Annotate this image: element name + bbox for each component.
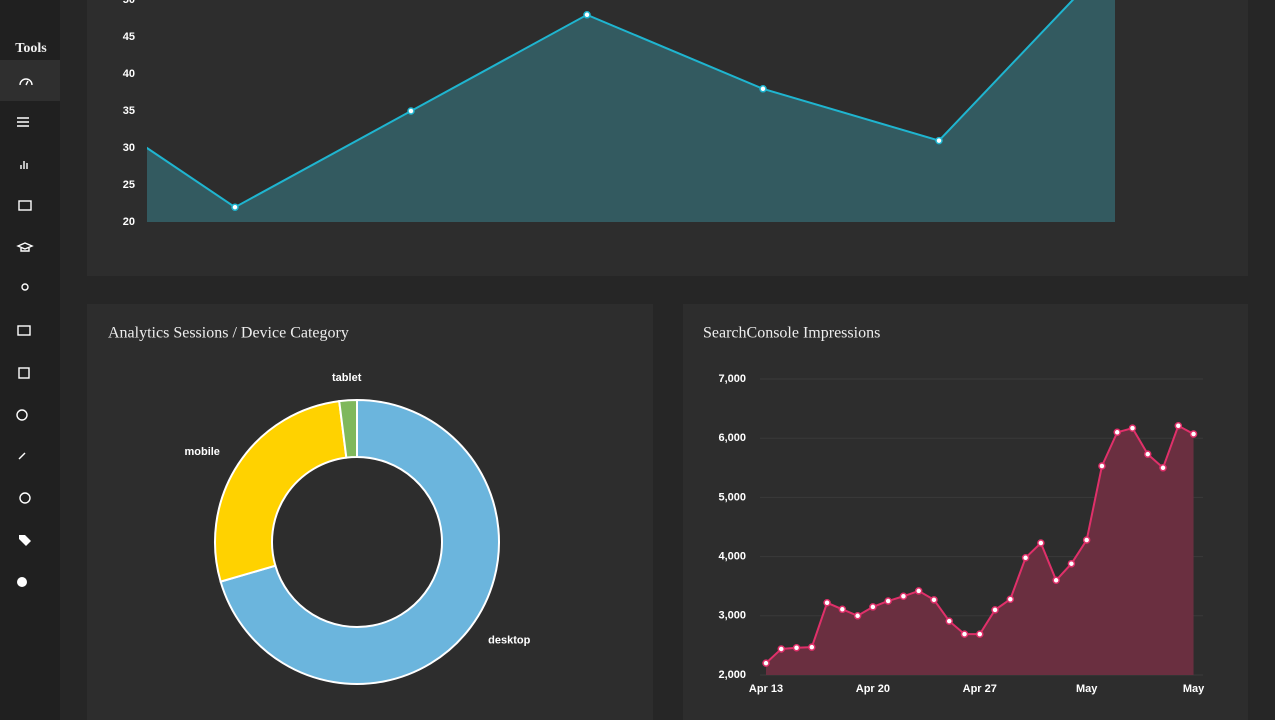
y-tick-label: 20 <box>123 216 135 228</box>
point <box>991 606 999 614</box>
plot <box>147 0 1115 222</box>
point <box>762 659 770 667</box>
y-tick-label: 35 <box>123 105 135 117</box>
point <box>1052 576 1060 585</box>
x-tick-label: Apr 27 <box>963 683 997 695</box>
y-tick-label: 3,000 <box>718 610 746 622</box>
point <box>899 592 908 601</box>
slice <box>219 398 500 685</box>
point <box>853 612 862 620</box>
point <box>583 11 591 19</box>
nav-icon[interactable] <box>18 367 30 379</box>
point <box>1189 430 1198 438</box>
y-tick-label: 45 <box>123 31 135 43</box>
slice-label: tablet <box>332 372 362 384</box>
point <box>869 603 877 611</box>
point <box>1021 554 1030 562</box>
point <box>1037 539 1045 547</box>
point <box>407 107 415 115</box>
point <box>777 645 786 653</box>
slice-label: desktop <box>488 634 530 646</box>
point <box>231 203 239 211</box>
nav-icon[interactable] <box>17 577 27 587</box>
nav-icon[interactable] <box>21 283 29 291</box>
chart-title: Analytics Sessions / Device Category <box>108 325 349 342</box>
x-tick-label: Apr 20 <box>856 683 890 695</box>
slice <box>338 398 358 459</box>
x-tick-label: Apr 13 <box>749 683 783 695</box>
plot <box>762 422 1198 675</box>
point <box>792 644 801 652</box>
area-fill <box>147 0 1115 222</box>
x-tick-label: May <box>1183 683 1205 695</box>
point <box>1174 422 1183 430</box>
point <box>935 136 943 145</box>
nav-icon[interactable] <box>16 242 34 252</box>
sidebar <box>0 0 60 720</box>
point <box>1144 450 1152 458</box>
point <box>945 617 953 625</box>
nav-icon[interactable] <box>17 325 31 336</box>
point <box>1113 428 1121 437</box>
nav-icon[interactable] <box>19 492 31 504</box>
point <box>930 596 938 604</box>
nav-icon[interactable] <box>18 200 32 211</box>
sidebar-title: Tools <box>15 41 47 56</box>
y-tick-label: 2,000 <box>718 669 746 681</box>
point <box>759 85 767 93</box>
nav-icon[interactable] <box>16 409 28 421</box>
point <box>1067 559 1076 568</box>
y-tick-label: 40 <box>123 68 135 80</box>
point <box>1159 464 1167 472</box>
point <box>884 597 892 605</box>
nav-icon[interactable] <box>18 452 26 460</box>
chart-title: SearchConsole Impressions <box>703 325 880 342</box>
nav-icon[interactable] <box>17 117 29 127</box>
x-tick-label: May <box>1076 683 1098 695</box>
point <box>1098 462 1106 470</box>
slice <box>214 400 348 583</box>
point <box>914 587 923 595</box>
nav-icons <box>16 78 34 587</box>
slice-label: mobile <box>184 446 219 458</box>
y-tick-label: 25 <box>123 179 135 191</box>
x-labels: Apr 13 Apr 20 Apr 27 May May <box>749 683 1205 695</box>
nav-icon[interactable] <box>20 161 28 169</box>
y-tick-label: 4,000 <box>718 551 746 563</box>
y-tick-label: 7,000 <box>718 373 746 385</box>
nav-icon[interactable] <box>19 78 33 86</box>
point <box>976 630 984 638</box>
y-tick-label: 50 <box>123 0 135 6</box>
area-fill <box>766 425 1194 675</box>
point <box>960 630 969 638</box>
y-tick-label: 30 <box>123 142 135 154</box>
point <box>823 599 831 607</box>
point <box>1082 536 1091 544</box>
point <box>1006 595 1015 603</box>
point <box>838 605 847 614</box>
point <box>808 643 816 651</box>
point <box>1128 424 1137 432</box>
y-tick-label: 5,000 <box>718 491 746 503</box>
nav-icon[interactable] <box>19 535 31 546</box>
y-tick-label: 6,000 <box>718 432 746 444</box>
